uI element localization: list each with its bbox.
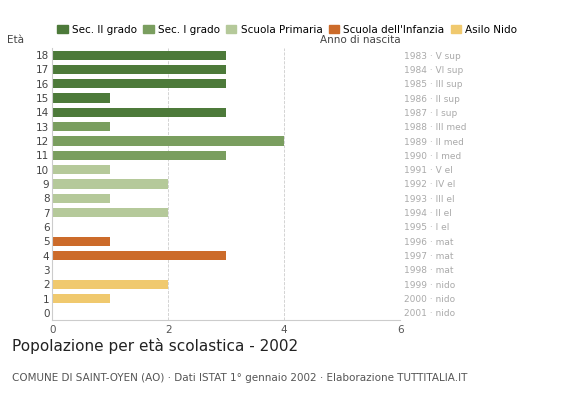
Text: Anno di nascita: Anno di nascita bbox=[320, 35, 400, 45]
Text: COMUNE DI SAINT-OYEN (AO) · Dati ISTAT 1° gennaio 2002 · Elaborazione TUTTITALIA: COMUNE DI SAINT-OYEN (AO) · Dati ISTAT 1… bbox=[12, 373, 467, 383]
Bar bbox=[52, 165, 110, 174]
Bar bbox=[52, 65, 226, 74]
Bar bbox=[52, 136, 284, 146]
Bar bbox=[52, 251, 226, 260]
Bar bbox=[52, 151, 226, 160]
Text: Popolazione per età scolastica - 2002: Popolazione per età scolastica - 2002 bbox=[12, 338, 298, 354]
Bar bbox=[52, 108, 226, 117]
Bar bbox=[52, 237, 110, 246]
Legend: Sec. II grado, Sec. I grado, Scuola Primaria, Scuola dell'Infanzia, Asilo Nido: Sec. II grado, Sec. I grado, Scuola Prim… bbox=[57, 25, 517, 35]
Bar bbox=[52, 294, 110, 303]
Bar bbox=[52, 208, 168, 217]
Bar bbox=[52, 280, 168, 289]
Bar bbox=[52, 94, 110, 103]
Bar bbox=[52, 50, 226, 60]
Bar bbox=[52, 179, 168, 189]
Bar bbox=[52, 79, 226, 88]
Bar bbox=[52, 122, 110, 131]
Text: Età: Età bbox=[7, 35, 24, 45]
Bar bbox=[52, 194, 110, 203]
